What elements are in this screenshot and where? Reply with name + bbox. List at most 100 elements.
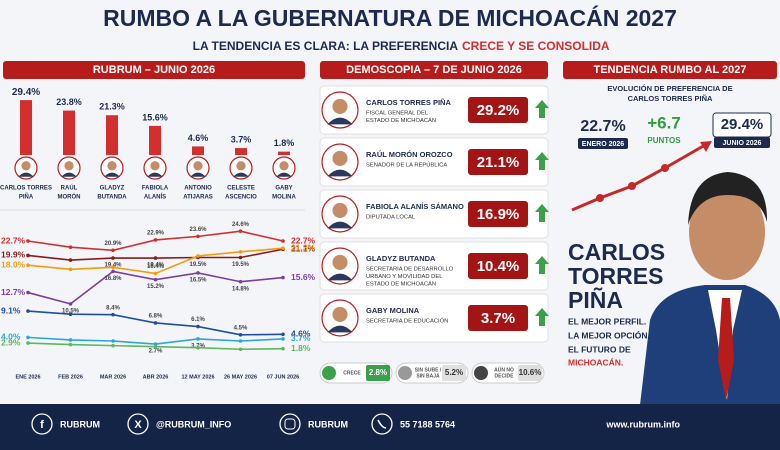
footer-facebook[interactable]: RUBRUM (60, 419, 100, 429)
x-tick-label: PIÑA (19, 194, 34, 201)
legend-icon (322, 366, 336, 380)
line-point (153, 238, 158, 242)
point-label: 2.9% (1, 337, 21, 347)
subtitle: LA TENDENCIA ES CLARA: LA PREFERENCIA (193, 39, 459, 53)
start-value: 22.7% (580, 118, 625, 135)
candidate-role: SENADOR DE LA REPÚBLICA (366, 162, 447, 169)
instagram-icon (279, 413, 301, 435)
icon-glyph (284, 418, 296, 430)
footer-whatsapp[interactable]: 55 7188 5764 (400, 419, 455, 429)
line-point (281, 275, 285, 280)
trend-arrow (571, 143, 706, 212)
start-label: ENERO 2026 (582, 141, 625, 148)
up-arrow (535, 256, 549, 274)
line-point (281, 337, 285, 341)
photo-head (150, 161, 160, 171)
photo-head (332, 306, 348, 322)
point-label: 4.6% (291, 329, 311, 339)
point-label: 21.1% (291, 244, 316, 254)
x-tick-label: 07 JUN 2026 (267, 374, 299, 380)
up-arrow (535, 308, 549, 326)
bar-value-label: 23.8% (56, 97, 82, 107)
footer-x[interactable]: @RUBRUM_INFO (156, 419, 231, 429)
value-box (468, 253, 528, 279)
point-label: 16.8% (104, 276, 122, 282)
photo-body (327, 273, 353, 281)
point-label: 8.4% (106, 305, 120, 311)
photo-body (327, 221, 353, 229)
line-point (238, 279, 243, 284)
line-point (26, 341, 30, 345)
candidate-name: FABIOLA ALANÍS SÁMANO (366, 202, 464, 211)
candidate-role: ESTADO DE MICHOACÁN (366, 281, 436, 288)
legend-value-box (366, 365, 390, 381)
x-tick-label: FABIOLA (142, 186, 169, 192)
slogan: LA MEJOR OPCIÓN. (568, 329, 650, 340)
point-label: 24.6% (232, 222, 250, 228)
line-point (111, 312, 115, 317)
arrow-head (700, 141, 712, 152)
bar-value-label: 1.8% (274, 138, 295, 148)
photo-body (18, 172, 34, 177)
photo-head (21, 161, 31, 171)
point-label: 21.3% (291, 242, 316, 252)
legend-value: 2.8% (369, 368, 387, 377)
line-point (196, 271, 200, 275)
icon-glyph: f (40, 419, 44, 431)
trend-subtitle: CARLOS TORRES PIÑA (628, 94, 713, 103)
x-icon (127, 413, 149, 435)
panel-header (3, 61, 305, 79)
point-label: 22.7% (291, 235, 316, 245)
x-tick-label: MAR 2026 (100, 374, 126, 380)
bar (192, 146, 204, 155)
legend-value: 5.2% (445, 368, 463, 377)
photo-head (64, 161, 74, 171)
up-arrow (535, 100, 549, 118)
line-point (153, 271, 158, 276)
x-tick-label: ANTONIO (184, 186, 212, 192)
value-label: 10.4% (477, 258, 520, 275)
value-box (468, 201, 528, 227)
line-point (68, 258, 73, 262)
point-label: 16.4% (147, 264, 165, 270)
photo-body (233, 172, 249, 177)
line-point (238, 347, 243, 352)
x-tick-label: 12 MAY 2026 (181, 374, 214, 380)
up-arrow (535, 152, 549, 170)
line-point (26, 309, 30, 313)
panel-header (563, 61, 777, 79)
footer-web[interactable]: www.rubrum.info (605, 419, 680, 429)
delta: +6.7 (647, 113, 681, 132)
point-label: 3.7% (291, 333, 311, 343)
value-label: 21.1% (477, 154, 520, 171)
line-point (281, 239, 285, 243)
candidate-role: SECRETARIA DE DESARROLLO (366, 267, 454, 273)
footer-instagram[interactable]: RUBRUM (308, 419, 348, 429)
portrait-hair (688, 172, 768, 225)
point-label: 23.6% (189, 227, 207, 233)
title: RUMBO A LA GUBERNATURA DE MICHOACÁN 2027 (103, 4, 677, 31)
line-point (238, 250, 243, 254)
x-tick-label: MORÓN (58, 193, 81, 201)
point-label: 15.2% (147, 284, 165, 290)
legend-label: SIN SUBE / (415, 367, 442, 373)
slogan-highlight: MICHOACÁN. (568, 357, 623, 367)
point-label: 18.0% (1, 259, 26, 269)
candidate-role: SECRETARIA DE EDUCACIÓN (366, 318, 448, 325)
trend-dot (628, 182, 636, 190)
point-label: 2.7% (149, 349, 163, 355)
value-label: 16.9% (477, 206, 520, 223)
value-box (468, 305, 528, 331)
end-value: 29.4% (721, 116, 764, 133)
portrait-tie (718, 298, 734, 400)
x-tick-label: ENE 2026 (15, 374, 40, 380)
line-point (26, 239, 30, 243)
candidate-name: GLADYZ BUTANDA (366, 254, 436, 263)
legend-label: CRECE (343, 370, 361, 376)
legend-value: 10.6% (519, 368, 542, 377)
panel-header (320, 61, 548, 79)
point-label: 12.7% (1, 287, 26, 297)
candidate-name: RAÚL MORÓN OROZCO (366, 150, 453, 159)
line-point (196, 254, 200, 258)
